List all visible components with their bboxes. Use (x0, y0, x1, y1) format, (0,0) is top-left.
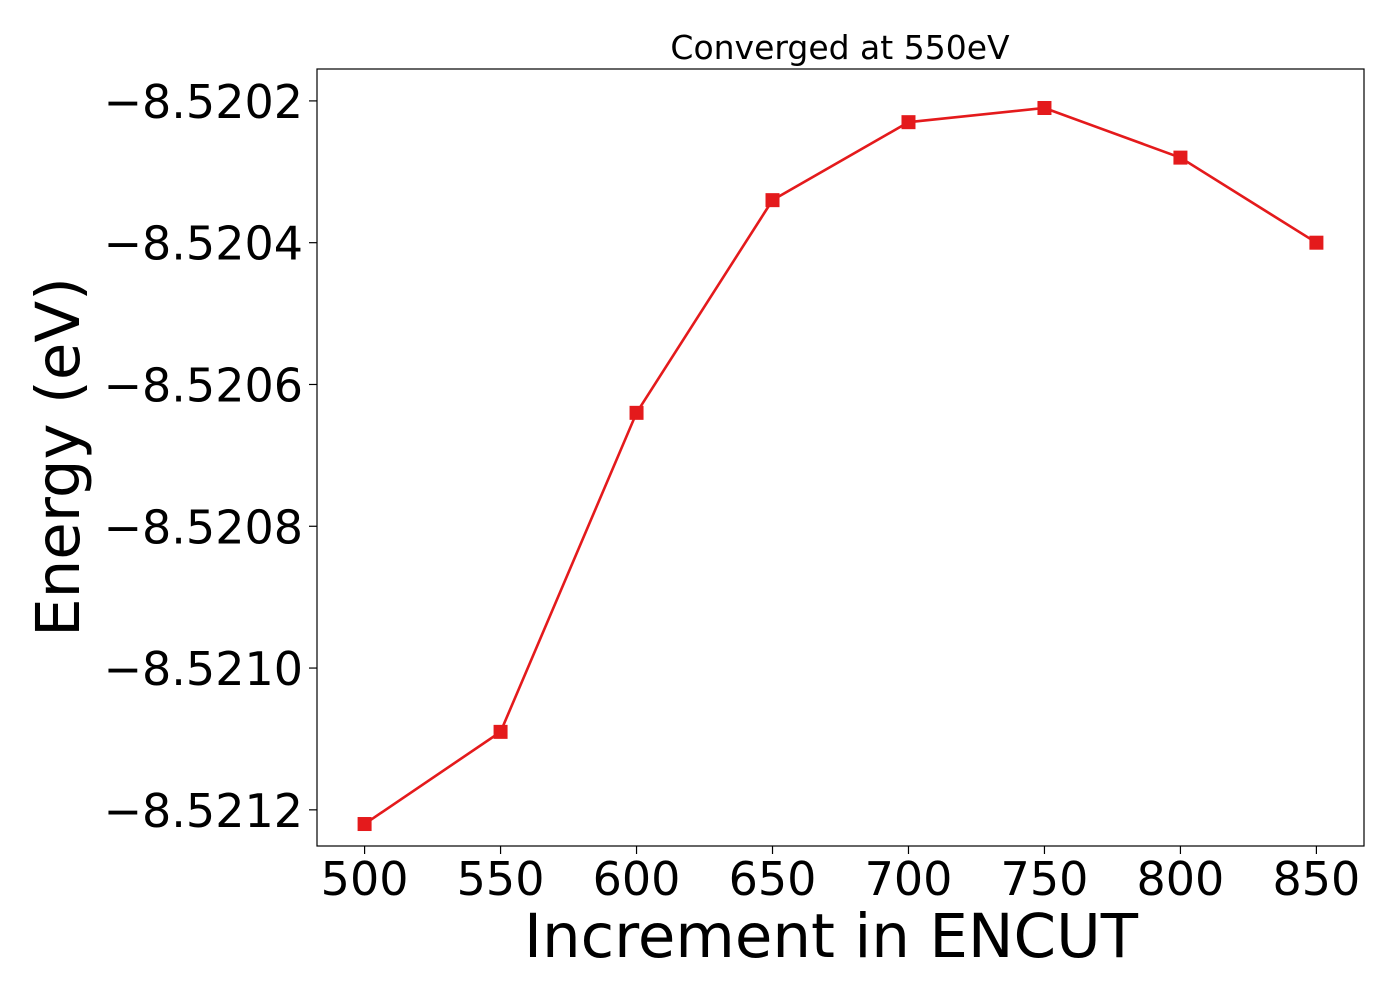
x-tick-label: 800 (1137, 852, 1225, 906)
x-tick-label: 750 (1001, 852, 1089, 906)
data-point (1309, 235, 1324, 250)
x-tick-label: 500 (321, 852, 409, 906)
x-axis-label: Increment in ENCUT (524, 901, 1139, 972)
data-point (493, 724, 508, 739)
series-line (363, 106, 1318, 826)
x-tick-label: 850 (1273, 852, 1361, 906)
data-point (1037, 100, 1052, 115)
data-point (1173, 150, 1188, 165)
data-point (357, 817, 372, 832)
x-tick-label: 550 (457, 852, 545, 906)
y-tick-label: −8.5208 (104, 500, 304, 554)
data-point (765, 193, 780, 208)
y-axis-label: Energy (eV) (23, 277, 94, 637)
chart-title: Converged at 550eV (670, 28, 1010, 67)
y-tick-label: −8.5210 (104, 642, 304, 696)
y-tick-label: −8.5204 (104, 217, 304, 271)
plot-frame (316, 68, 1365, 847)
data-point (901, 115, 916, 130)
x-axis: 500 550 600 650 700 750 800 850 (321, 846, 1361, 906)
x-tick-label: 700 (865, 852, 953, 906)
x-tick-label: 650 (729, 852, 817, 906)
x-tick-label: 600 (593, 852, 681, 906)
series-markers (357, 100, 1324, 832)
y-axis: −8.5212 −8.5210 −8.5208 −8.5206 −8.5204 −8.52… (104, 75, 317, 838)
y-tick-label: −8.5212 (104, 784, 304, 838)
y-tick-label: −8.5206 (104, 358, 304, 412)
y-tick-label: −8.5202 (104, 75, 304, 129)
data-point (629, 405, 644, 420)
